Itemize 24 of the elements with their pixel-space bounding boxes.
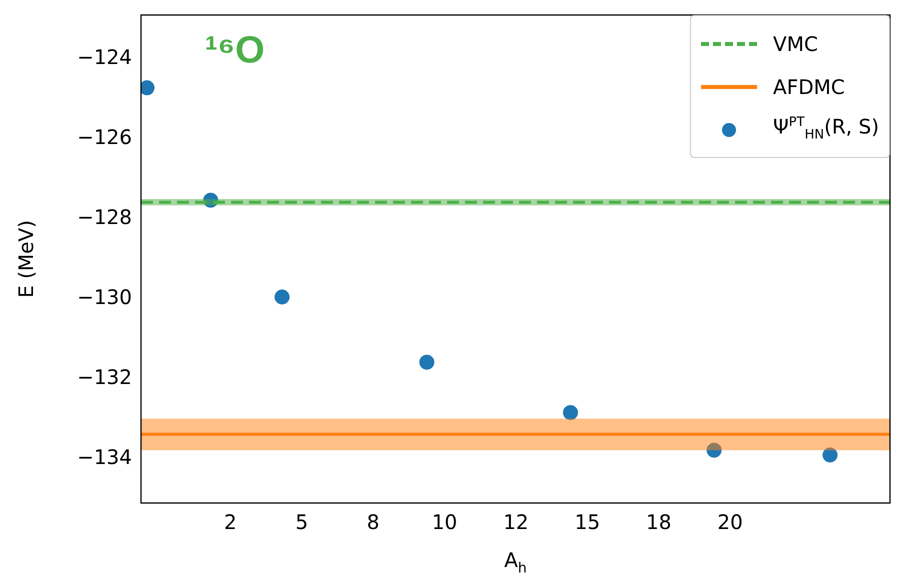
- y-tick-label: −134: [77, 445, 132, 470]
- point: [822, 448, 838, 462]
- y-tick-label: −128: [77, 205, 132, 230]
- point: [274, 290, 290, 304]
- x-tick-label: 8: [366, 510, 380, 534]
- point: [419, 354, 434, 370]
- y-tick-label: −126: [77, 125, 132, 150]
- x-tick-label: 12: [503, 510, 529, 534]
- x-tick-label: 20: [717, 510, 743, 534]
- point: [706, 442, 722, 458]
- legend-label: Ψ$^{PT}$$_{HN}$(R, S): [773, 114, 879, 145]
- point: [562, 405, 578, 420]
- x-tick-label: 15: [574, 510, 600, 534]
- x-tick-label: 10: [432, 510, 458, 534]
- annotation: ¹⁶O: [205, 29, 265, 72]
- x-tick-label: 2: [224, 510, 237, 534]
- x-tick-label: 5: [295, 510, 308, 534]
- legend-label: AFDMC: [773, 74, 845, 100]
- y-tick-label: −124: [77, 45, 132, 70]
- y-tick-label: −132: [77, 365, 132, 390]
- y-tick-label: −130: [77, 285, 132, 310]
- y-axis-title: E (MeV): [14, 220, 38, 298]
- legend-label: VMC: [773, 30, 818, 58]
- x-tick-label: 18: [646, 510, 672, 534]
